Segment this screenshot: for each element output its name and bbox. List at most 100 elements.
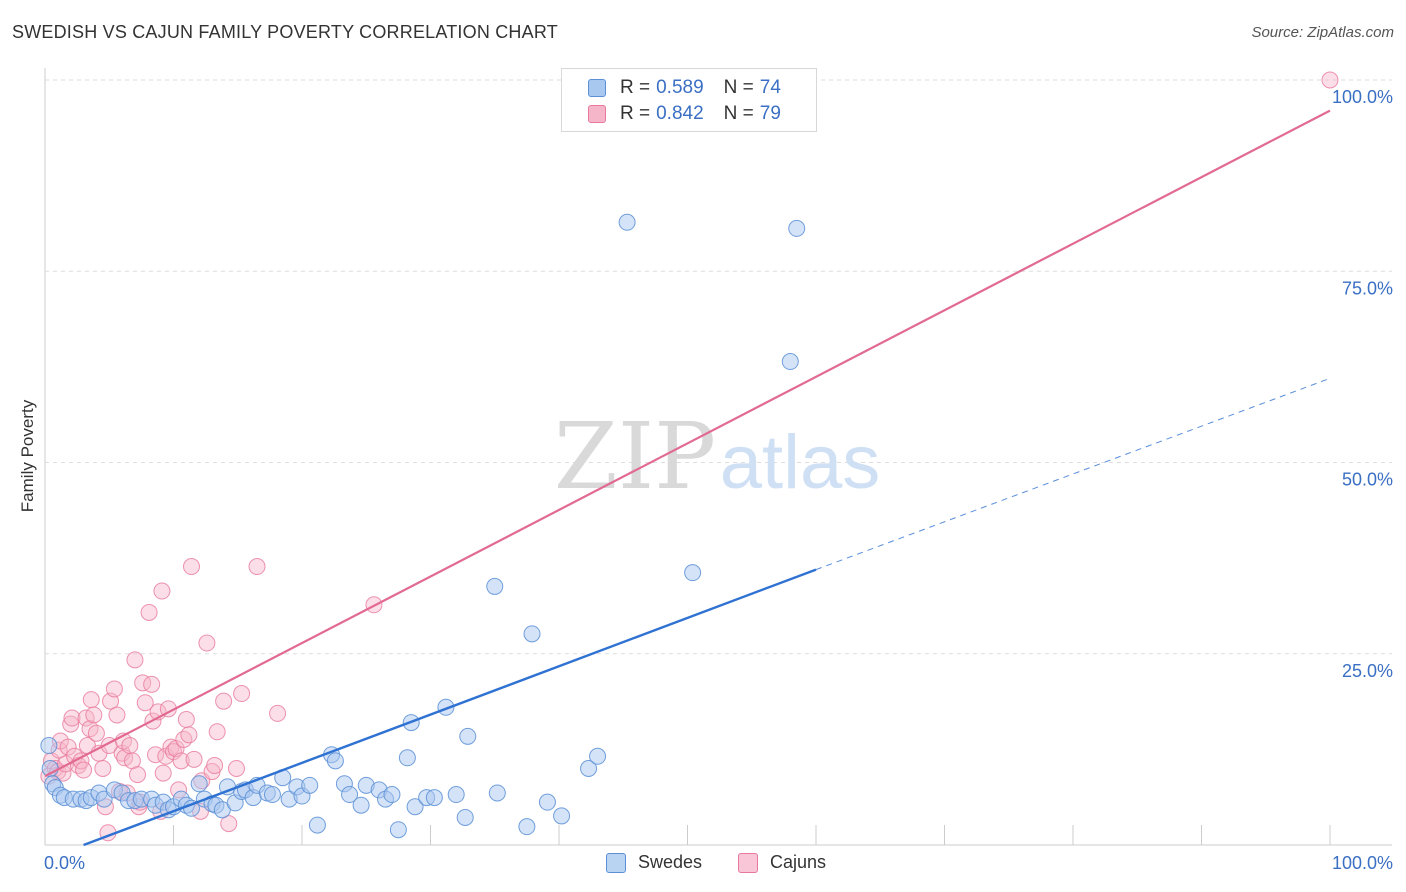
stats-legend-swedes: R = 0.589 N = 74	[588, 76, 781, 100]
cajuns-point	[63, 709, 81, 727]
swedes-point	[486, 577, 504, 595]
swedes-point	[788, 219, 806, 237]
legend-cajuns-swatch	[738, 852, 758, 873]
tick-labels: 25.0% 50.0% 75.0% 100.0% 0.0% 100.0%	[44, 87, 1393, 873]
swedes-point	[781, 353, 799, 371]
watermark-atlas: atlas	[720, 420, 881, 505]
swedes-point	[263, 786, 281, 804]
cajuns-point	[233, 685, 251, 703]
cajuns-point	[62, 715, 80, 733]
watermark: ZIP atlas	[554, 403, 880, 510]
y-tick-label: 75.0%	[1342, 278, 1393, 298]
chart-source: Source: ZipAtlas.com	[1251, 24, 1394, 41]
swedes-point	[488, 784, 506, 802]
swedes-trend-line	[83, 568, 817, 847]
cajuns-point	[94, 760, 112, 777]
cajuns-point	[82, 691, 100, 709]
swedes-point	[580, 760, 598, 777]
swedes-point	[341, 786, 359, 804]
series-legend: Swedes Cajuns	[0, 852, 1406, 878]
swedes-point	[618, 213, 636, 231]
cajuns-n-label: N =	[723, 103, 754, 124]
swedes-point	[589, 747, 607, 765]
swedes-r-label: R =	[620, 77, 651, 98]
swedes-point	[553, 807, 571, 825]
cajuns-point	[75, 761, 93, 779]
cajuns-point	[143, 675, 161, 693]
cajuns-point	[180, 726, 198, 744]
swedes-point	[406, 798, 424, 816]
cajuns-trend-line	[44, 109, 1331, 778]
cajuns-point	[140, 603, 158, 621]
trend-lines	[44, 109, 1331, 847]
swedes-n-value: 74	[759, 77, 781, 98]
y-tick-label: 50.0%	[1342, 470, 1393, 490]
legend-item-cajuns[interactable]: Cajuns	[738, 852, 826, 873]
swedes-point	[538, 793, 556, 811]
cajuns-point	[198, 634, 216, 652]
cajuns-point	[220, 815, 238, 833]
grid-lines	[44, 68, 1392, 846]
stats-legend-cajuns: R = 0.842 N = 79	[588, 102, 781, 126]
chart-title: SWEDISH VS CAJUN FAMILY POVERTY CORRELAT…	[12, 22, 558, 42]
stats-legend: R = 0.589 N = 74 R = 0.842 N = 79	[561, 68, 817, 132]
swedes-point	[684, 564, 702, 582]
swedes-point	[523, 625, 541, 643]
cajuns-point	[185, 750, 203, 768]
x-tick-label: 100.0%	[1332, 853, 1393, 873]
x-tick-label: 0.0%	[44, 853, 85, 873]
cajuns-point	[248, 558, 266, 576]
cajuns-point	[177, 711, 195, 729]
legend-swedes-label: Swedes	[638, 852, 703, 872]
cajuns-point	[108, 706, 126, 724]
swedes-point	[447, 786, 465, 804]
cajuns-point	[172, 752, 190, 770]
cajuns-point	[105, 680, 123, 698]
legend-item-swedes[interactable]: Swedes	[606, 852, 702, 873]
cajuns-point	[87, 724, 105, 742]
swedes-point	[190, 775, 208, 793]
swedes-point	[383, 786, 401, 804]
swedes-swatch	[588, 79, 606, 97]
legend-swedes-swatch	[606, 852, 626, 873]
cajuns-point	[126, 651, 144, 669]
cajuns-point	[175, 730, 193, 748]
y-tick-label: 25.0%	[1342, 661, 1393, 681]
cajuns-n-value: 79	[759, 103, 781, 124]
cajuns-point	[121, 737, 139, 755]
swedes-point	[425, 789, 443, 807]
cajuns-point	[154, 764, 172, 782]
cajuns-point	[129, 766, 147, 784]
cajuns-r-label: R =	[620, 103, 651, 124]
swedes-point	[398, 749, 416, 767]
swedes-point	[40, 737, 58, 755]
cajuns-point	[134, 674, 152, 692]
cajuns-point	[269, 704, 287, 722]
swedes-point	[518, 818, 536, 836]
cajuns-point	[182, 558, 200, 576]
cajuns-point	[227, 760, 245, 777]
swedes-point	[352, 796, 370, 814]
swedes-trend-extension	[815, 377, 1331, 571]
cajuns-point	[1321, 71, 1339, 89]
y-tick-label: 100.0%	[1332, 87, 1393, 107]
cajuns-point	[153, 582, 171, 600]
swedes-n-label: N =	[723, 77, 754, 98]
swedes-point	[389, 821, 407, 839]
swedes-r-value: 0.589	[656, 77, 704, 98]
swedes-point	[308, 816, 326, 834]
swedes-point	[459, 727, 477, 745]
watermark-zip: ZIP	[554, 403, 716, 510]
cajuns-point	[85, 706, 103, 724]
swedes-point	[326, 752, 344, 770]
cajuns-point	[208, 723, 226, 741]
legend-cajuns-label: Cajuns	[770, 852, 827, 872]
cajuns-point	[136, 694, 154, 712]
cajuns-point	[59, 738, 77, 756]
swedes-points	[40, 213, 806, 839]
swedes-point	[301, 776, 319, 794]
cajuns-point	[215, 692, 233, 710]
cajuns-swatch	[588, 105, 606, 123]
cajuns-r-value: 0.842	[656, 103, 704, 124]
